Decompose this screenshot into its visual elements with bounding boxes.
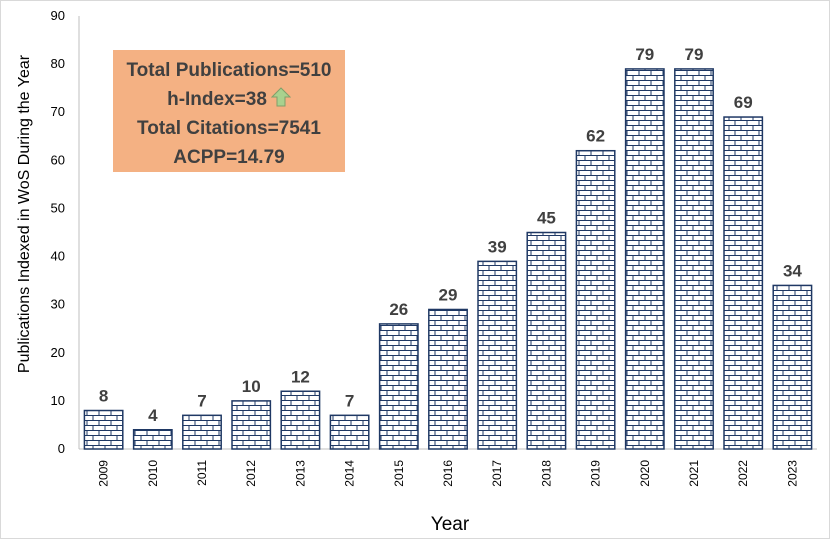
data-label-2023: 34: [783, 261, 802, 280]
x-tick-label: 2023: [785, 460, 799, 487]
x-tick-label: 2022: [736, 460, 750, 487]
x-tick-label: 2010: [146, 460, 160, 487]
bar-2018: [526, 231, 567, 450]
x-tick-label: 2021: [687, 460, 701, 487]
data-labels: 8 4 7 10 12 7 26 29 39 45 62 79 79 69 34: [99, 45, 803, 425]
bar-2019: [575, 149, 616, 450]
data-label-2017: 39: [488, 237, 507, 256]
y-tick-label: 0: [58, 441, 65, 456]
bar-2021: [674, 68, 714, 450]
y-tick-label: 20: [51, 345, 65, 360]
x-tick-labels: 2009 2010 2011 2012 2013 2014 2015 2016 2017 2018…: [97, 460, 800, 487]
data-label-2011: 7: [197, 391, 206, 410]
bar-2016: [428, 308, 468, 450]
summary-box: Total Publications=510 h-Index=38 Total …: [113, 50, 345, 172]
y-tick-label: 60: [51, 152, 65, 167]
y-tick-label: 10: [51, 393, 65, 408]
y-tick-label: 90: [51, 8, 65, 23]
bar-2014: [329, 414, 370, 450]
data-label-2014: 7: [345, 391, 354, 410]
y-tick-label: 30: [51, 297, 65, 312]
data-label-2012: 10: [242, 377, 261, 396]
x-tick-label: 2017: [490, 460, 504, 487]
x-tick-label: 2019: [589, 460, 603, 487]
x-tick-label: 2016: [441, 460, 455, 487]
x-tick-label: 2012: [244, 460, 258, 487]
data-label-2015: 26: [389, 300, 408, 319]
h-index-text: h-Index=38: [167, 89, 267, 110]
bar-2023: [772, 284, 813, 450]
acpp-text: ACPP=14.79: [173, 147, 285, 168]
bar-2012: [231, 400, 272, 450]
x-axis-label: Year: [431, 514, 470, 535]
x-tick-label: 2013: [293, 460, 307, 487]
x-tick-label: 2009: [97, 460, 111, 487]
y-tick-label: 70: [51, 104, 65, 119]
y-tick-label: 50: [51, 200, 65, 215]
bar-2010: [132, 429, 173, 450]
data-label-2019: 62: [586, 127, 605, 146]
up-arrow-icon: [270, 87, 291, 107]
y-tick-label: 40: [51, 249, 65, 264]
data-label-2022: 69: [734, 93, 753, 112]
bar-2013: [280, 390, 321, 450]
total-publications-text: Total Publications=510: [126, 60, 332, 81]
bar-2022: [723, 116, 764, 450]
bar-2009: [83, 409, 124, 450]
y-tick-labels: 0 10 20 30 40 50 60 70 80 90: [51, 8, 65, 456]
bars: [83, 68, 813, 450]
h-index-line: h-Index=38: [113, 85, 345, 114]
data-label-2018: 45: [537, 209, 556, 228]
bar-2017: [477, 260, 518, 450]
y-tick-label: 80: [51, 56, 65, 71]
data-label-2021: 79: [685, 45, 704, 64]
x-tick-label: 2015: [392, 460, 406, 487]
total-citations-text: Total Citations=7541: [137, 118, 321, 139]
y-axis-label: Publications Indexed in WoS During the Y…: [16, 54, 33, 373]
data-label-2010: 4: [148, 406, 158, 425]
data-label-2009: 8: [99, 387, 108, 406]
bar-2011: [182, 414, 222, 450]
bar-2015: [378, 323, 419, 450]
x-tick-label: 2011: [195, 460, 209, 486]
data-label-2016: 29: [439, 285, 458, 304]
bar-2020: [624, 68, 665, 450]
x-tick-label: 2020: [638, 460, 652, 487]
x-tick-label: 2018: [539, 460, 553, 487]
data-label-2020: 79: [635, 45, 654, 64]
data-label-2013: 12: [291, 367, 310, 386]
x-tick-label: 2014: [343, 460, 357, 487]
